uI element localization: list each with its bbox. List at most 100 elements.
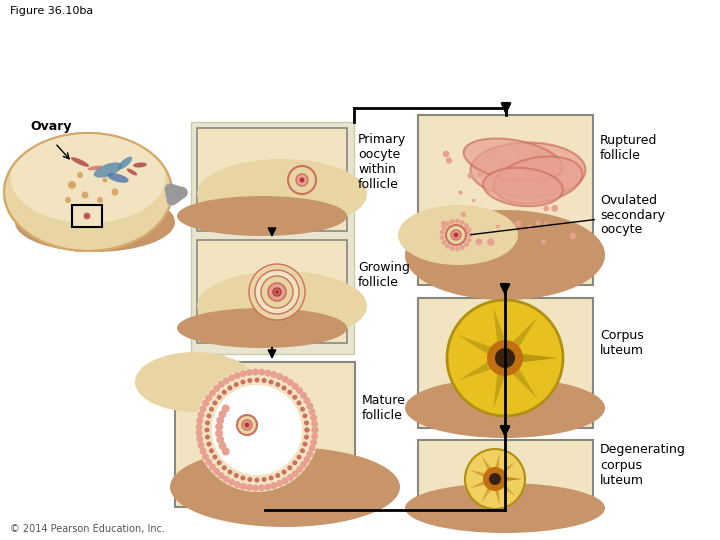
Text: Ovary: Ovary (30, 120, 71, 133)
Circle shape (544, 185, 551, 193)
Circle shape (217, 395, 222, 400)
Circle shape (216, 436, 224, 444)
Ellipse shape (133, 163, 147, 167)
Bar (418, 298, 593, 428)
Ellipse shape (15, 192, 175, 252)
Circle shape (546, 162, 551, 167)
Circle shape (312, 427, 318, 434)
Circle shape (287, 474, 294, 481)
Circle shape (264, 483, 271, 490)
Circle shape (234, 481, 240, 488)
Circle shape (217, 460, 222, 465)
Circle shape (222, 404, 230, 413)
Circle shape (478, 171, 484, 178)
Circle shape (209, 463, 216, 470)
Circle shape (222, 476, 230, 483)
Circle shape (489, 473, 501, 485)
Circle shape (491, 172, 498, 178)
Circle shape (87, 205, 93, 211)
Circle shape (282, 376, 289, 383)
Circle shape (240, 476, 246, 481)
Circle shape (304, 435, 309, 440)
Circle shape (222, 465, 227, 470)
Bar (197, 240, 347, 343)
Ellipse shape (197, 159, 367, 229)
Circle shape (228, 374, 235, 381)
Circle shape (197, 417, 203, 424)
Circle shape (217, 381, 225, 388)
Circle shape (240, 370, 247, 377)
Circle shape (228, 478, 235, 485)
Circle shape (464, 223, 469, 228)
Ellipse shape (493, 157, 582, 204)
Circle shape (215, 429, 223, 437)
Text: Growing
follicle: Growing follicle (358, 261, 410, 289)
Circle shape (464, 242, 469, 247)
Circle shape (517, 174, 520, 177)
Circle shape (531, 189, 536, 195)
Circle shape (209, 389, 216, 396)
Circle shape (537, 185, 543, 191)
Circle shape (197, 442, 204, 449)
Circle shape (242, 420, 252, 430)
Circle shape (77, 172, 83, 178)
Circle shape (205, 420, 210, 426)
Circle shape (455, 246, 460, 252)
Circle shape (97, 197, 103, 203)
Circle shape (515, 220, 521, 227)
Circle shape (500, 178, 508, 186)
Circle shape (306, 450, 313, 457)
Circle shape (276, 480, 283, 487)
Circle shape (292, 460, 297, 465)
Text: Corpus
luteum: Corpus luteum (600, 329, 644, 357)
Circle shape (455, 219, 460, 224)
Circle shape (228, 386, 233, 390)
Circle shape (258, 484, 265, 491)
Circle shape (287, 390, 292, 395)
Circle shape (534, 151, 541, 158)
Circle shape (467, 233, 472, 238)
Circle shape (261, 276, 293, 308)
Circle shape (495, 348, 515, 368)
Ellipse shape (405, 378, 605, 438)
Circle shape (199, 406, 207, 413)
Polygon shape (519, 354, 557, 362)
Circle shape (222, 390, 227, 395)
Polygon shape (503, 477, 522, 481)
Circle shape (454, 233, 459, 238)
Circle shape (305, 428, 310, 433)
Text: Ruptured
follicle: Ruptured follicle (600, 134, 657, 162)
Circle shape (311, 433, 318, 440)
Circle shape (446, 225, 466, 245)
Circle shape (276, 373, 283, 380)
Ellipse shape (11, 133, 166, 223)
Circle shape (541, 239, 546, 244)
Circle shape (213, 468, 220, 475)
Circle shape (500, 164, 505, 169)
Polygon shape (469, 470, 489, 478)
Circle shape (234, 372, 240, 379)
Circle shape (443, 151, 449, 157)
Circle shape (261, 378, 266, 383)
Circle shape (297, 401, 302, 406)
Ellipse shape (398, 205, 518, 265)
Circle shape (491, 190, 495, 194)
Ellipse shape (464, 138, 562, 181)
Circle shape (264, 369, 271, 376)
Circle shape (205, 394, 212, 401)
Circle shape (527, 225, 533, 230)
Circle shape (248, 378, 253, 383)
Bar (191, 122, 354, 354)
Bar (197, 128, 347, 231)
Ellipse shape (71, 157, 89, 167)
Polygon shape (493, 371, 506, 409)
Circle shape (487, 340, 523, 376)
Circle shape (213, 385, 220, 392)
Circle shape (303, 397, 310, 404)
Circle shape (302, 442, 307, 447)
Circle shape (217, 472, 225, 479)
Circle shape (441, 220, 447, 227)
Circle shape (84, 213, 90, 219)
Circle shape (454, 233, 459, 238)
Polygon shape (469, 480, 489, 488)
